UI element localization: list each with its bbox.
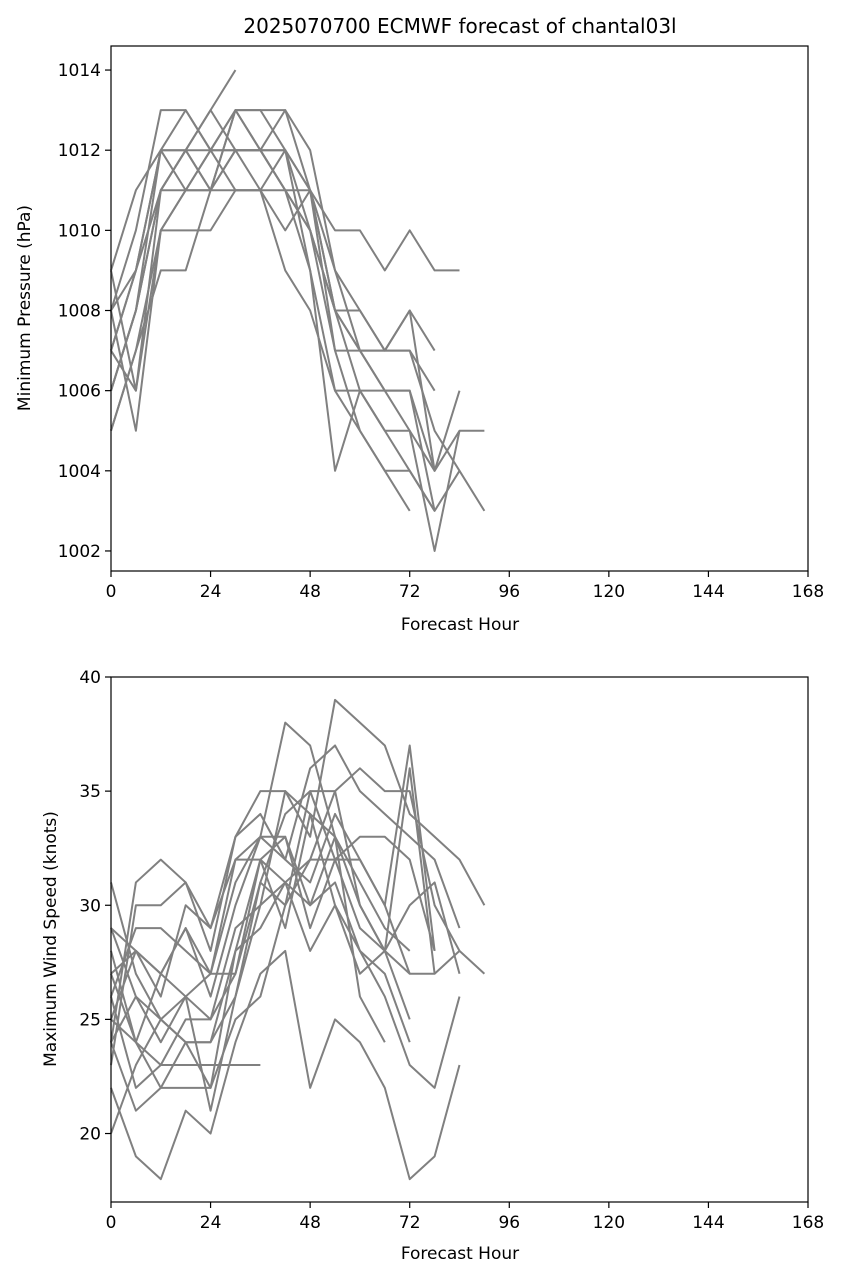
wind-member-line-4: [110, 790, 461, 1089]
wind-y-tick-label: 25: [79, 1010, 101, 1030]
pressure-y-tick-label: 1014: [58, 61, 101, 81]
wind-member-line-8: [110, 835, 436, 997]
wind-x-tick-label: 96: [498, 1213, 520, 1233]
pressure-x-tick-label: 144: [692, 582, 724, 602]
wind-x-tick-label: 48: [299, 1213, 321, 1233]
pressure-y-tick-label: 1008: [58, 302, 101, 322]
wind-x-tick-label: 0: [106, 1213, 117, 1233]
wind-x-tick-label: 144: [692, 1213, 724, 1233]
pressure-y-axis-label: Minimum Pressure (hPa): [15, 205, 35, 411]
wind-x-tick-label: 72: [399, 1213, 421, 1233]
pressure-x-tick-label: 120: [593, 582, 625, 602]
pressure-member-line-8: [110, 149, 461, 552]
pressure-plot-frame: [110, 45, 809, 572]
pressure-member-line-13: [110, 109, 436, 392]
wind-chart: 0 24 48 72 96 120 144 168 20 25 30 35 40 Forecast Ho…: [41, 668, 824, 1264]
pressure-x-tick-label: 96: [498, 582, 520, 602]
pressure-member-line-12: [110, 149, 436, 472]
pressure-series-group: [110, 69, 486, 552]
wind-x-axis-label: Forecast Hour: [401, 1244, 519, 1264]
pressure-x-tick-label: 168: [792, 582, 824, 602]
wind-x-tick-label: 24: [200, 1213, 222, 1233]
pressure-y-tick-label: 1010: [58, 221, 101, 241]
wind-y-axis-label: Maximum Wind Speed (knots): [41, 811, 61, 1067]
wind-axes-ticks: 0 24 48 72 96 120 144 168 20 25 30 35 40: [79, 668, 824, 1233]
wind-member-line-5: [110, 949, 461, 1181]
wind-y-tick-label: 40: [79, 668, 101, 688]
wind-y-tick-label: 35: [79, 782, 101, 802]
wind-x-tick-label: 120: [593, 1213, 625, 1233]
pressure-y-tick-label: 1006: [58, 382, 101, 402]
pressure-y-tick-label: 1004: [58, 462, 101, 482]
pressure-member-line-9: [110, 189, 486, 512]
wind-member-line-13: [110, 812, 386, 1089]
wind-y-tick-label: 30: [79, 896, 101, 916]
pressure-chart: 2025070700 ECMWF forecast of chantal03l …: [15, 14, 824, 635]
pressure-x-tick-label: 48: [299, 582, 321, 602]
wind-member-line-15: [110, 812, 411, 998]
pressure-x-tick-label: 24: [200, 582, 222, 602]
wind-plot-frame: [110, 676, 809, 1203]
chart-title: 2025070700 ECMWF forecast of chantal03l: [243, 14, 676, 38]
pressure-y-tick-label: 1012: [58, 141, 101, 161]
wind-member-line-16: [110, 835, 411, 1112]
pressure-x-tick-label: 0: [106, 582, 117, 602]
pressure-x-axis-label: Forecast Hour: [401, 615, 519, 635]
pressure-axes-ticks: 0 24 48 72 96 120 144 168 1002 1004 1006 1008 1010 10…: [58, 61, 824, 602]
pressure-x-tick-label: 72: [399, 582, 421, 602]
wind-x-tick-label: 168: [792, 1213, 824, 1233]
wind-y-tick-label: 20: [79, 1125, 101, 1145]
wind-series-group: [110, 698, 486, 1181]
pressure-y-tick-label: 1002: [58, 542, 101, 562]
